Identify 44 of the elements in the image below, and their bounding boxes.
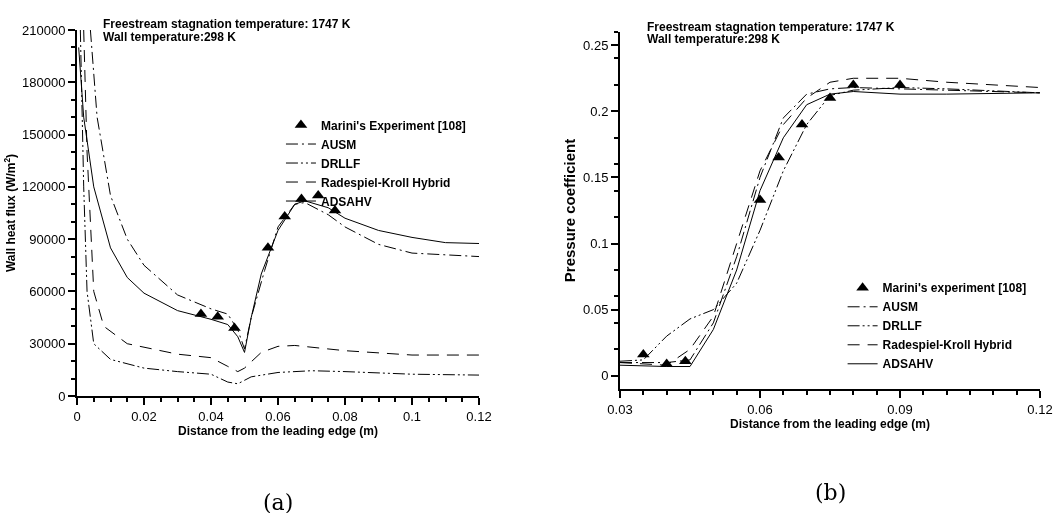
x-tick-label: 0.02 <box>131 408 157 424</box>
y-tick-label: 150000 <box>22 127 66 143</box>
y-tick-label: 0 <box>58 388 66 404</box>
legend-label: AUSM <box>882 300 918 315</box>
annotation: Freestream stagnation temperature: 1747 K <box>647 20 895 34</box>
y-tick-label: 0.2 <box>590 103 609 119</box>
legend-label: ADSAHV <box>320 194 372 209</box>
legend-label: Marini's Experiment [108] <box>320 118 466 133</box>
y-tick-label: 90000 <box>29 231 66 247</box>
y-tick-label: 210000 <box>22 22 66 38</box>
legend-label: DRLLF <box>320 156 361 171</box>
x-tick-label: 0 <box>73 408 81 424</box>
annotation: Freestream stagnation temperature: 1747 K <box>103 17 351 31</box>
y-tick-label: 60000 <box>29 283 66 299</box>
y-axis-title: Pressure coefficient <box>560 138 578 283</box>
x-axis-title: Distance from the leading edge (m) <box>177 423 379 438</box>
x-tick-label: 0.08 <box>332 408 358 424</box>
x-tick-label: 0.12 <box>1027 401 1053 417</box>
x-tick-label: 0.04 <box>198 408 224 424</box>
x-tick-label: 0.06 <box>747 401 773 417</box>
legend-label: AUSM <box>320 137 357 152</box>
x-tick-label: 0.03 <box>607 401 633 417</box>
legend-label: DRLLF <box>882 319 922 334</box>
y-tick-label: 0.15 <box>583 169 609 185</box>
text: (a) <box>263 490 294 513</box>
x-tick-label: 0.1 <box>402 408 422 424</box>
annotation: Wall temperature:298 K <box>103 30 237 44</box>
y-tick-label: 0.25 <box>583 37 609 53</box>
x-tick-label: 0.09 <box>887 401 913 417</box>
y-tick-label: 180000 <box>22 74 66 90</box>
x-tick-label: 0.06 <box>265 408 291 424</box>
x-axis-title: Distance from the leading edge (m) <box>729 416 931 431</box>
legend-label: Radespiel-Kroll Hybrid <box>320 175 451 190</box>
y-tick-label: 120000 <box>22 179 66 195</box>
y-tick-label: 0.05 <box>583 302 609 318</box>
legend-label: Marini's experiment [108] <box>882 281 1027 296</box>
y-tick-label: 0.1 <box>590 236 609 252</box>
x-tick-label: 0.12 <box>466 408 492 424</box>
text: (b) <box>815 480 847 505</box>
annotation: Wall temperature:298 K <box>647 32 781 46</box>
y-tick-label: 30000 <box>29 336 66 352</box>
legend-label: Radespiel-Kroll Hybrid <box>882 338 1012 353</box>
legend-label: ADSAHV <box>882 357 934 372</box>
y-tick-label: 0 <box>601 368 609 384</box>
